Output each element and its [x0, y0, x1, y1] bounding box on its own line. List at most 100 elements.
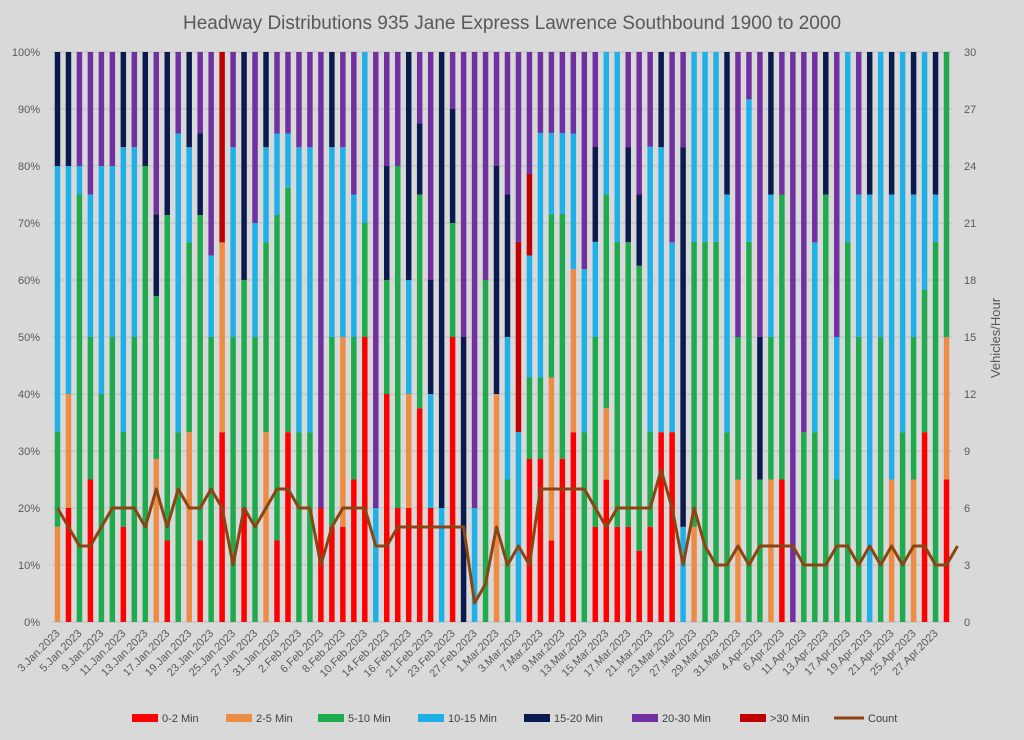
bar-segment — [76, 166, 83, 195]
y2-axis-ticks: 0 3 6 9 12 15 18 21 24 27 30 — [964, 47, 976, 629]
bar-segment — [208, 337, 214, 622]
bar-segment — [164, 52, 170, 216]
y-tick-label: 40% — [18, 389, 40, 401]
bar-segment — [153, 214, 160, 296]
bar-segment — [241, 52, 247, 280]
y2-tick-label: 9 — [964, 446, 970, 458]
bar-segment — [427, 52, 434, 280]
bar-segment — [746, 241, 752, 622]
legend-swatch — [632, 714, 658, 722]
bar-segment — [109, 166, 116, 337]
legend-label: 20-30 Min — [662, 713, 711, 725]
bar-segment — [449, 337, 456, 622]
bar-segment — [252, 337, 258, 622]
bar-segment — [515, 432, 522, 622]
bar-segment — [592, 146, 599, 242]
bar-segment — [943, 52, 950, 337]
bar-segment — [658, 432, 664, 622]
bar-segment — [625, 526, 631, 622]
bar-segment — [823, 194, 829, 622]
bar-segment — [504, 479, 511, 622]
bar-segment — [197, 215, 203, 541]
legend-swatch — [524, 714, 550, 722]
y2-tick-label: 30 — [964, 47, 976, 59]
bar-segment — [779, 479, 785, 622]
bar-segment — [219, 52, 225, 243]
bar-segment — [296, 432, 302, 622]
bar-segment — [241, 508, 247, 622]
bar-segment — [230, 52, 236, 148]
bar-segment — [932, 52, 939, 195]
bar-segment — [877, 337, 884, 622]
bar-segment — [329, 147, 335, 337]
legend-label: >30 Min — [770, 713, 809, 725]
bar-segment — [362, 223, 368, 337]
legend-swatch — [740, 714, 766, 722]
y2-tick-label: 18 — [964, 275, 976, 287]
y2-tick-label: 6 — [964, 503, 970, 515]
bar-segment — [405, 52, 412, 280]
bar-segment — [932, 194, 939, 242]
bar-segment — [384, 394, 390, 622]
bar-segment — [263, 147, 269, 243]
bar-segment — [669, 242, 675, 433]
bar-segment — [866, 52, 873, 195]
bar-segment — [153, 295, 160, 459]
bar-segment — [680, 526, 686, 622]
bar-segment — [186, 52, 192, 148]
bar-segment — [394, 52, 401, 166]
bar-segment — [296, 147, 302, 433]
bar-segment — [888, 479, 895, 622]
bar-segment — [109, 337, 116, 622]
bar-segment — [274, 52, 280, 134]
bar-segment — [504, 194, 511, 337]
bar-segment — [274, 540, 280, 622]
legend-swatch — [132, 714, 158, 722]
bar-segment — [493, 166, 500, 394]
bar-segment — [131, 337, 138, 622]
bar-segment — [768, 337, 774, 480]
bar-segment — [855, 337, 862, 622]
bar-segment — [362, 52, 368, 223]
y2-tick-label: 15 — [964, 332, 976, 344]
bar-segment — [757, 52, 763, 337]
bar-segment — [482, 52, 489, 280]
bar-segment — [570, 269, 577, 433]
bar-segment — [416, 408, 423, 622]
bar-segment — [384, 52, 390, 166]
bar-segment — [735, 337, 741, 480]
bar-segment — [812, 432, 818, 622]
bar-segment — [449, 52, 456, 109]
bar-segment — [570, 133, 577, 270]
bar-segment — [351, 52, 357, 195]
bar-segment — [296, 52, 302, 148]
bar-segment — [603, 479, 610, 622]
bar-segment — [340, 337, 346, 527]
bar-segment — [526, 377, 533, 459]
bar-segment — [219, 432, 225, 622]
bar-segment — [208, 255, 214, 337]
bar-segment — [647, 526, 653, 622]
bar-segment — [888, 194, 895, 480]
bar-segment — [307, 52, 313, 148]
bar-segment — [910, 337, 917, 480]
bar-segment — [691, 241, 697, 527]
bar-segment — [482, 280, 489, 622]
y-tick-label: 60% — [18, 275, 40, 287]
count-line-group — [56, 468, 959, 605]
bar-segment — [724, 194, 730, 433]
bar-segment — [340, 52, 346, 148]
bar-segment — [142, 166, 149, 622]
bar-segment — [340, 526, 346, 622]
bar-segment — [274, 133, 280, 216]
y-tick-label: 50% — [18, 332, 40, 344]
bar-segment — [801, 432, 807, 622]
bar-segment — [493, 394, 500, 622]
bar-segment — [175, 432, 181, 622]
bar-segment — [76, 194, 83, 622]
bar-segment — [416, 52, 423, 124]
bar-segment — [54, 166, 61, 432]
legend-label: 10-15 Min — [448, 713, 497, 725]
y-tick-label: 20% — [18, 503, 40, 515]
